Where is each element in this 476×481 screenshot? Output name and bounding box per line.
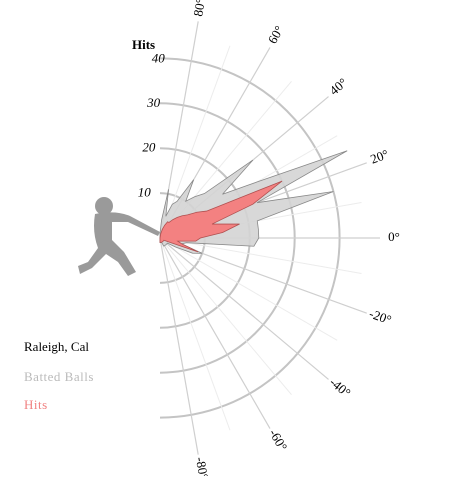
minor-spoke xyxy=(159,237,292,396)
theta-tick-label: 0° xyxy=(388,229,400,244)
theta-tick-label: 20° xyxy=(368,146,390,166)
theta-tick-label: 40° xyxy=(326,75,350,98)
plot: 10 20 30 40 80° 60° 40° 20° 0° -20° -40° -60° -80° xyxy=(138,0,400,481)
legend-entry: Batted Balls xyxy=(24,369,94,384)
batter-silhouette xyxy=(78,197,160,276)
theta-tick-label: -40° xyxy=(327,374,354,400)
radial-title: Hits xyxy=(132,37,155,52)
theta-tick-label: 80° xyxy=(190,0,208,18)
theta-tick-label: 60° xyxy=(265,23,287,46)
spoke xyxy=(159,237,199,455)
theta-tick-label: -20° xyxy=(367,306,393,328)
spoke xyxy=(159,237,271,429)
r-tick-label: 20 xyxy=(142,140,156,155)
minor-spoke xyxy=(159,237,231,431)
r-tick-label: 40 xyxy=(152,50,166,65)
minor-spoke xyxy=(159,237,362,275)
spoke xyxy=(159,237,329,380)
area xyxy=(159,180,283,253)
minor-spoke xyxy=(159,237,338,341)
r-tick-label: 10 xyxy=(138,184,152,199)
r-tick-label: 30 xyxy=(146,95,161,110)
theta-tick-label: -60° xyxy=(266,426,290,453)
theta-tick-label: -80° xyxy=(193,456,212,476)
player-name: Raleigh, Cal xyxy=(24,339,89,354)
legend-entry: Hits xyxy=(24,397,48,412)
